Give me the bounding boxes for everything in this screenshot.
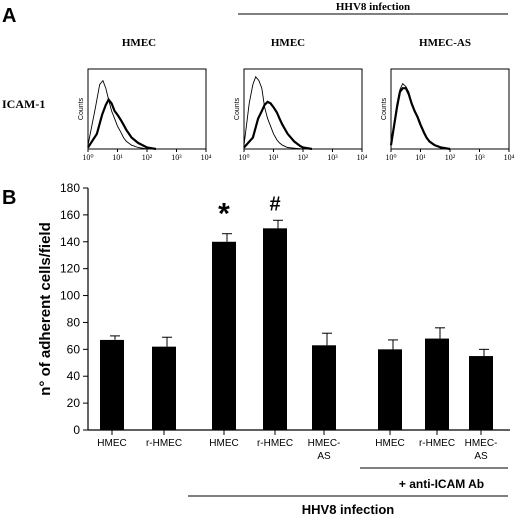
y-tick-label: 100 [60,289,80,303]
histogram-xtick-label: 10³ [327,153,338,162]
histogram-xtick-label: 10¹ [112,153,123,162]
histogram-frame [87,68,207,150]
histogram-xtick-label: 10¹ [268,153,279,162]
histogram-2: HMEC Counts 10⁰ 10¹ 10² 10³ 10⁴ [234,37,368,162]
panel-a-label: A [2,5,16,27]
histogram-title: HMEC-AS [419,37,471,49]
category-label: HMEC- [465,438,498,449]
bar-1 [100,339,124,430]
histogram-curve-thick [389,87,451,151]
histogram-xtick-label: 10⁴ [357,153,368,162]
bar-4 [263,228,287,430]
category-label: HMEC [375,438,404,449]
infection-group-label: HHV8 infection [302,502,395,517]
category-label: r-HMEC [146,438,182,449]
category-label: AS [317,451,331,462]
histogram-xtick-label: 10² [142,153,153,162]
significance-mark: * [218,198,230,231]
y-tick-label: 20 [67,396,81,410]
bar-6 [378,349,402,430]
histogram-title: HMEC [271,37,305,49]
bar-3 [212,241,236,430]
category-label: r-HMEC [419,438,455,449]
histogram-xtick-label: 10⁰ [238,153,249,162]
histogram-xtick-label: 10⁴ [201,153,212,162]
y-axis-label: n° of adherent cells/field [37,222,54,396]
histogram-xtick-label: 10⁰ [82,153,93,162]
bar-8 [469,356,493,430]
y-tick-label: 160 [60,208,80,222]
histogram-ylabel: Counts [234,97,241,120]
panel-b-label: B [2,187,16,209]
y-tick-label: 120 [60,262,80,276]
category-label: HMEC- [308,438,341,449]
histogram-ylabel: Counts [78,97,85,120]
y-tick-label: 0 [73,423,80,437]
histogram-xtick-label: 10³ [474,153,485,162]
histogram-xtick-label: 10⁰ [385,153,396,162]
histogram-frame [390,68,510,150]
bar-5 [312,345,336,430]
histogram-curve-thin [87,79,148,150]
y-tick-label: 180 [60,181,80,195]
infection-header: HHV8 infection [336,1,410,13]
histogram-xtick-label: 10² [445,153,456,162]
y-tick-label: 60 [67,342,81,356]
category-label: AS [474,451,488,462]
adhesion-bar-chart: 0 20 40 60 80 100 120 140 160 180 n° of adherent c… [37,181,510,517]
histogram-xtick-label: 10² [298,153,309,162]
histogram-ylabel: Counts [381,97,388,120]
histogram-curve-thick [87,97,157,151]
icam1-row-label: ICAM-1 [2,97,45,111]
category-label: HMEC [97,438,126,449]
histogram-curve-thin [243,75,304,150]
histogram-1: HMEC Counts 10⁰ 10¹ 10² 10³ 10⁴ [78,37,212,162]
y-tick-label: 40 [67,369,81,383]
histogram-curve-thick [243,100,313,151]
histogram-xtick-label: 10¹ [415,153,426,162]
antibody-group-label: + anti-ICAM Ab [399,477,484,491]
histogram-3: HMEC-AS Counts 10⁰ 10¹ 10² 10³ 10⁴ [381,37,515,162]
bar-2 [152,346,176,430]
y-tick-label: 80 [67,315,81,329]
category-label: r-HMEC [257,438,293,449]
histogram-panels: HMEC Counts 10⁰ 10¹ 10² 10³ 10⁴ HMEC Counts 10⁰ 10… [78,37,515,162]
histogram-title: HMEC [122,37,156,49]
histogram-xtick-label: 10³ [171,153,182,162]
category-label: HMEC [209,438,238,449]
significance-mark: # [269,193,280,215]
bar-7 [425,338,449,430]
histogram-xtick-label: 10⁴ [504,153,515,162]
y-tick-label: 140 [60,235,80,249]
